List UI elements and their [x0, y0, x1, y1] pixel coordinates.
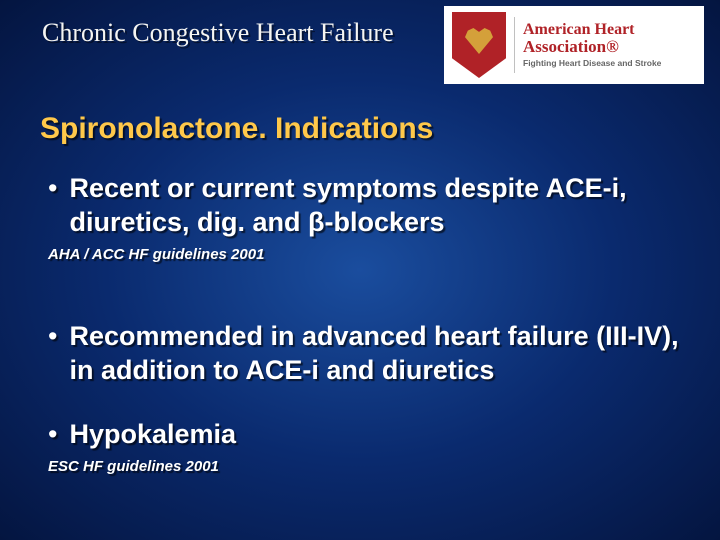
bullet-2: • Recommended in advanced heart failure … [48, 320, 680, 388]
citation-3: ESC HF guidelines 2001 [48, 458, 680, 475]
section-title: Spironolactone. Indications [40, 112, 433, 146]
bullet-text: Recent or current symptoms despite ACE-i… [69, 172, 680, 240]
bullet-dot-icon: • [48, 172, 57, 204]
aha-line2: Association® [523, 38, 696, 56]
header-title: Chronic Congestive Heart Failure [42, 18, 394, 48]
aha-tagline: Fighting Heart Disease and Stroke [523, 58, 696, 68]
bullet-1: • Recent or current symptoms despite ACE… [48, 172, 680, 263]
bullet-text: Hypokalemia [69, 418, 236, 452]
logo-divider [514, 17, 515, 73]
aha-logo-area: American Heart Association® Fighting Hea… [444, 6, 704, 84]
bullet-dot-icon: • [48, 320, 57, 352]
heart-icon [465, 28, 493, 54]
shield-icon [452, 12, 506, 78]
aha-text-block: American Heart Association® Fighting Hea… [523, 22, 696, 69]
bullet-dot-icon: • [48, 418, 57, 450]
aha-line1: American Heart [523, 22, 696, 38]
bullet-3: • Hypokalemia ESC HF guidelines 2001 [48, 418, 680, 475]
citation-1: AHA / ACC HF guidelines 2001 [48, 246, 680, 263]
bullet-text: Recommended in advanced heart failure (I… [69, 320, 680, 388]
